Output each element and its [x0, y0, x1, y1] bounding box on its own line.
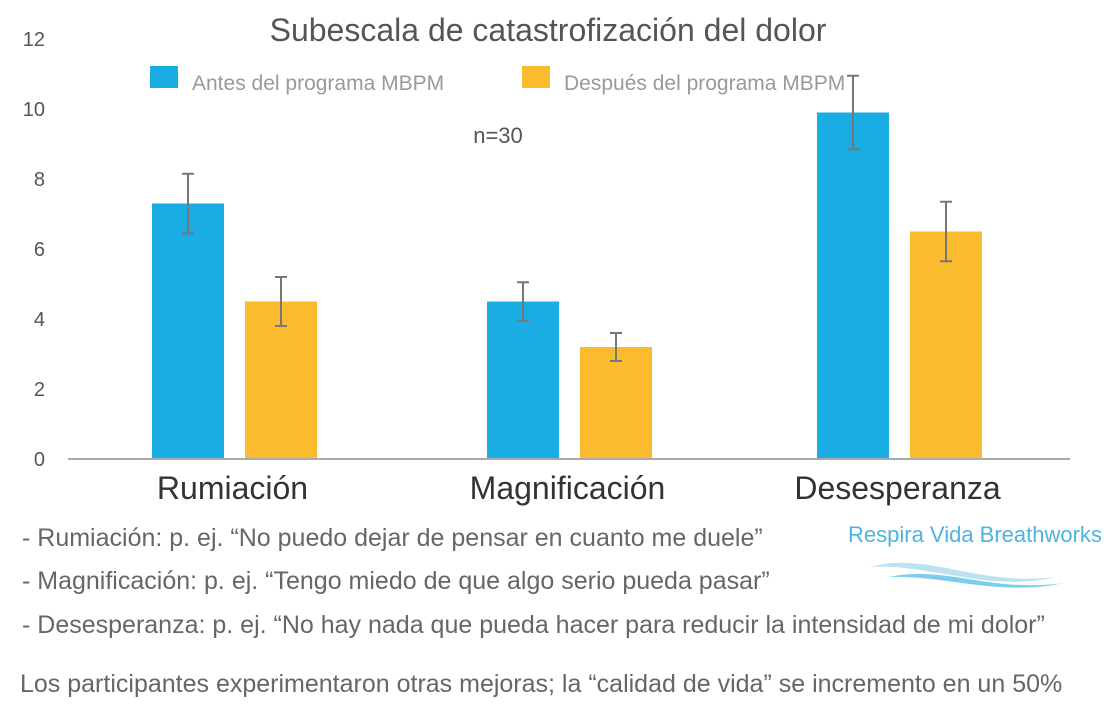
legend-label-before: Antes del programa MBPM — [192, 72, 444, 95]
bar-after-1 — [580, 347, 652, 459]
x-category-label: Rumiación — [157, 470, 308, 506]
y-tick-label: 6 — [34, 239, 45, 261]
chart-title: Subescala de catastrofización del dolor — [270, 12, 827, 48]
chart-annotation: n=30 — [473, 123, 523, 148]
error-bars-group — [182, 74, 952, 362]
bar-before-1 — [487, 301, 559, 459]
legend-swatch-before — [150, 66, 178, 88]
bar-after-0 — [245, 301, 317, 459]
error-bar-before-0 — [182, 172, 194, 235]
error-bar-after-1 — [610, 332, 622, 362]
y-tick-label: 12 — [23, 29, 45, 51]
note-desesperanza: - Desesperanza: p. ej. “No hay nada que … — [22, 611, 1045, 639]
y-axis-ticks: 0 2 4 6 8 10 12 — [23, 29, 45, 471]
error-bar-after-0 — [275, 276, 287, 327]
legend-label-after: Después del programa MBPM — [564, 72, 845, 95]
error-bar-before-1 — [517, 281, 529, 322]
legend-swatch-after — [522, 66, 550, 88]
y-tick-label: 10 — [23, 99, 45, 121]
y-tick-label: 4 — [34, 309, 45, 331]
legend: Antes del programa MBPM Después del prog… — [150, 66, 845, 95]
note-magnificacion: - Magnificación: p. ej. “Tengo miedo de … — [22, 567, 770, 595]
y-tick-label: 0 — [34, 449, 45, 471]
x-category-label: Magnificación — [470, 470, 666, 506]
brand-wave-icon — [870, 562, 1064, 588]
summary-text: Los participantes experimentaron otras m… — [20, 670, 1063, 698]
x-axis-labels: Rumiación Magnificación Desesperanza — [157, 470, 1001, 506]
y-tick-label: 8 — [34, 169, 45, 191]
note-rumiacion: - Rumiación: p. ej. “No puedo dejar de p… — [22, 524, 763, 552]
bar-before-2 — [817, 112, 889, 459]
x-category-label: Desesperanza — [794, 470, 1001, 506]
bars-group — [152, 112, 982, 459]
brand-logo-text: Respira Vida Breathworks — [848, 522, 1102, 547]
error-bar-after-2 — [940, 200, 952, 263]
y-tick-label: 2 — [34, 379, 45, 401]
bar-after-2 — [910, 231, 982, 459]
error-bar-before-2 — [847, 74, 859, 151]
bar-chart: Subescala de catastrofización del dolor … — [23, 12, 1070, 506]
bar-before-0 — [152, 203, 224, 459]
